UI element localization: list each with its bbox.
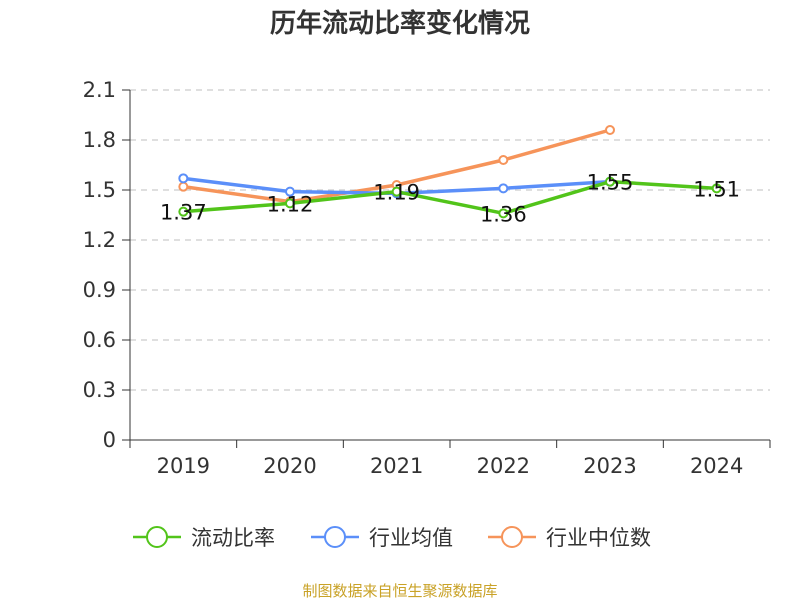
data-label: 1.19 [373, 181, 420, 205]
axis-layer: 0 0.3 0.6 0.9 1.2 1.5 1.8 2.1 2019 2020 2021 2022 20… [83, 78, 771, 478]
series-point-1 [498, 183, 509, 194]
series-point-0 [498, 208, 509, 219]
chart-title: 历年流动比率变化情况 [270, 8, 530, 39]
legend-label: 行业均值 [369, 526, 453, 550]
x-tick-label: 2024 [690, 454, 743, 478]
legend: 流动比率 行业均值 行业中位数 [133, 526, 651, 550]
y-tick-label: 1.2 [83, 228, 116, 252]
series-point-2 [178, 181, 189, 192]
data-label: 1.51 [693, 177, 740, 201]
legend-label: 行业中位数 [546, 526, 651, 550]
y-tick-label: 1.8 [83, 128, 116, 152]
x-tick-label: 2019 [157, 454, 210, 478]
legend-label: 流动比率 [191, 526, 275, 550]
data-label: 1.12 [267, 192, 314, 216]
x-tick-label: 2023 [583, 454, 636, 478]
series-layer [178, 125, 722, 219]
source-note: 制图数据来自恒生聚源数据库 [302, 582, 497, 600]
y-tick-label: 0.6 [83, 328, 116, 352]
series-point-0 [178, 206, 189, 217]
series-line-0 [181, 179, 719, 216]
legend-item: 流动比率 [133, 526, 275, 550]
series-point-1 [178, 173, 189, 184]
x-tick-label: 2020 [263, 454, 316, 478]
x-tick-label: 2021 [370, 454, 423, 478]
data-label: 1.55 [587, 171, 634, 195]
y-tick-label: 0.3 [83, 378, 116, 402]
y-tick-label: 0 [103, 428, 116, 452]
legend-marker [324, 526, 346, 548]
series-point-1 [285, 186, 295, 197]
series-point-0 [605, 176, 615, 187]
y-tick-label: 1.5 [83, 178, 116, 202]
data-label: 1.37 [160, 201, 207, 225]
label-layer: 1.37 1.12 1.19 1.36 1.55 1.51 [160, 171, 740, 227]
legend-marker [501, 526, 523, 548]
x-tick-label: 2022 [477, 454, 530, 478]
series-point-0 [285, 198, 295, 209]
grid-layer [130, 89, 770, 391]
y-tick-label: 2.1 [83, 78, 116, 102]
legend-marker [146, 526, 168, 548]
legend-item: 行业均值 [311, 526, 453, 550]
series-point-0 [711, 183, 722, 194]
legend-item: 行业中位数 [488, 526, 651, 550]
y-tick-label: 0.9 [83, 278, 116, 302]
series-point-0 [391, 186, 402, 197]
series-point-2 [498, 155, 509, 165]
data-label: 1.36 [480, 202, 527, 226]
series-point-2 [605, 125, 615, 135]
